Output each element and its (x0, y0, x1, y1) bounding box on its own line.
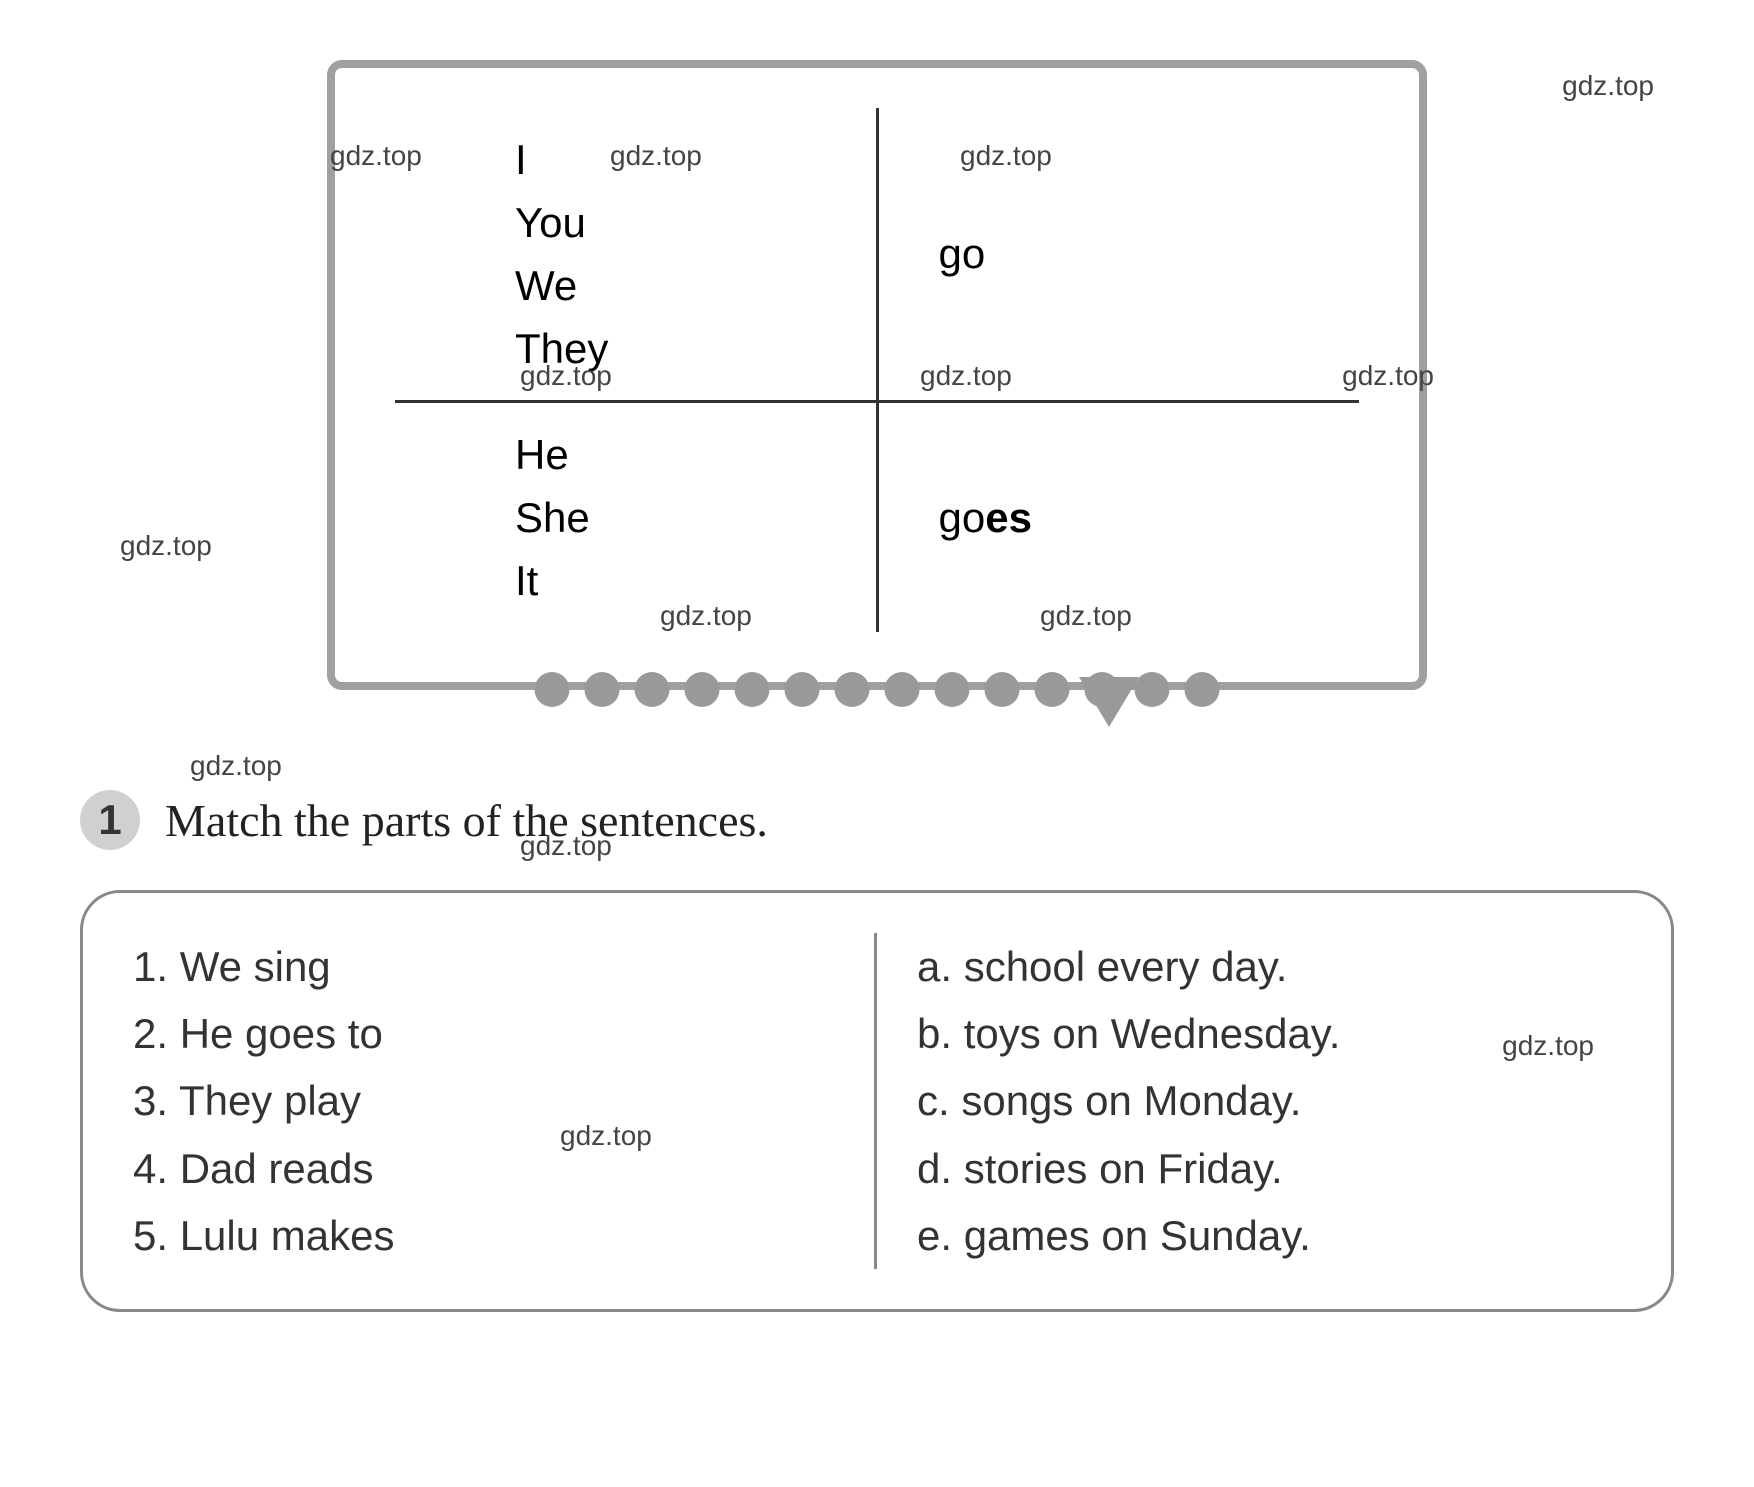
triangle-marker (1079, 677, 1139, 727)
match-right-c: c. songs on Monday. (917, 1067, 1621, 1134)
exercise-number-badge: 1 (80, 790, 140, 850)
pronoun-you: You (515, 191, 836, 254)
match-right-e: e. games on Sunday. (917, 1202, 1621, 1269)
grammar-table: I You We They go He She It goes (395, 108, 1359, 632)
exercise-number-text: 1 (98, 796, 121, 844)
pronoun-she: She (515, 486, 836, 549)
match-left-5: 5. Lulu makes (133, 1202, 844, 1269)
watermark: gdz.top (190, 750, 282, 782)
grammar-row-plural: I You We They go (395, 108, 1359, 402)
page-container: gdz.top gdz.top gdz.top gdz.top gdz.top … (40, 60, 1714, 1312)
matching-column-right: a. school every day. b. toys on Wednesda… (877, 933, 1621, 1269)
verb-cell-2: goes (877, 402, 1359, 633)
grammar-row-singular: He She It goes (395, 402, 1359, 633)
matching-box: 1. We sing 2. He goes to 3. They play 4.… (80, 890, 1674, 1312)
spiral-ring (935, 672, 970, 707)
verb-cell-1: go (877, 108, 1359, 402)
pronoun-i: I (515, 128, 836, 191)
exercise-header: 1 Match the parts of the sentences. (80, 790, 1674, 850)
exercise-section: 1 Match the parts of the sentences. 1. W… (40, 790, 1714, 1312)
match-left-4: 4. Dad reads (133, 1135, 844, 1202)
match-left-2: 2. He goes to (133, 1000, 844, 1067)
spiral-ring (835, 672, 870, 707)
pronoun-they: They (515, 317, 836, 380)
pronoun-we: We (515, 254, 836, 317)
verb-go: go (939, 230, 986, 277)
watermark: gdz.top (1562, 70, 1654, 102)
pronouns-cell-1: I You We They (395, 108, 877, 402)
pronoun-he: He (515, 423, 836, 486)
match-left-1: 1. We sing (133, 933, 844, 1000)
spiral-ring (985, 672, 1020, 707)
match-right-b: b. toys on Wednesday. (917, 1000, 1621, 1067)
verb-goes-suffix: es (985, 494, 1032, 541)
pronoun-it: It (515, 549, 836, 612)
spiral-ring (785, 672, 820, 707)
spiral-ring (685, 672, 720, 707)
spiral-ring (535, 672, 570, 707)
match-right-d: d. stories on Friday. (917, 1135, 1621, 1202)
exercise-title: Match the parts of the sentences. (165, 794, 768, 847)
spiral-ring (635, 672, 670, 707)
spiral-ring (585, 672, 620, 707)
match-right-a: a. school every day. (917, 933, 1621, 1000)
spiral-ring (735, 672, 770, 707)
spiral-ring (885, 672, 920, 707)
grammar-reference-box: I You We They go He She It goes (327, 60, 1427, 690)
verb-goes-base: go (939, 494, 986, 541)
pronouns-cell-2: He She It (395, 402, 877, 633)
spiral-ring (1035, 672, 1070, 707)
spiral-ring (1135, 672, 1170, 707)
spiral-ring (1185, 672, 1220, 707)
matching-column-left: 1. We sing 2. He goes to 3. They play 4.… (133, 933, 877, 1269)
watermark: gdz.top (120, 530, 212, 562)
match-left-3: 3. They play (133, 1067, 844, 1134)
